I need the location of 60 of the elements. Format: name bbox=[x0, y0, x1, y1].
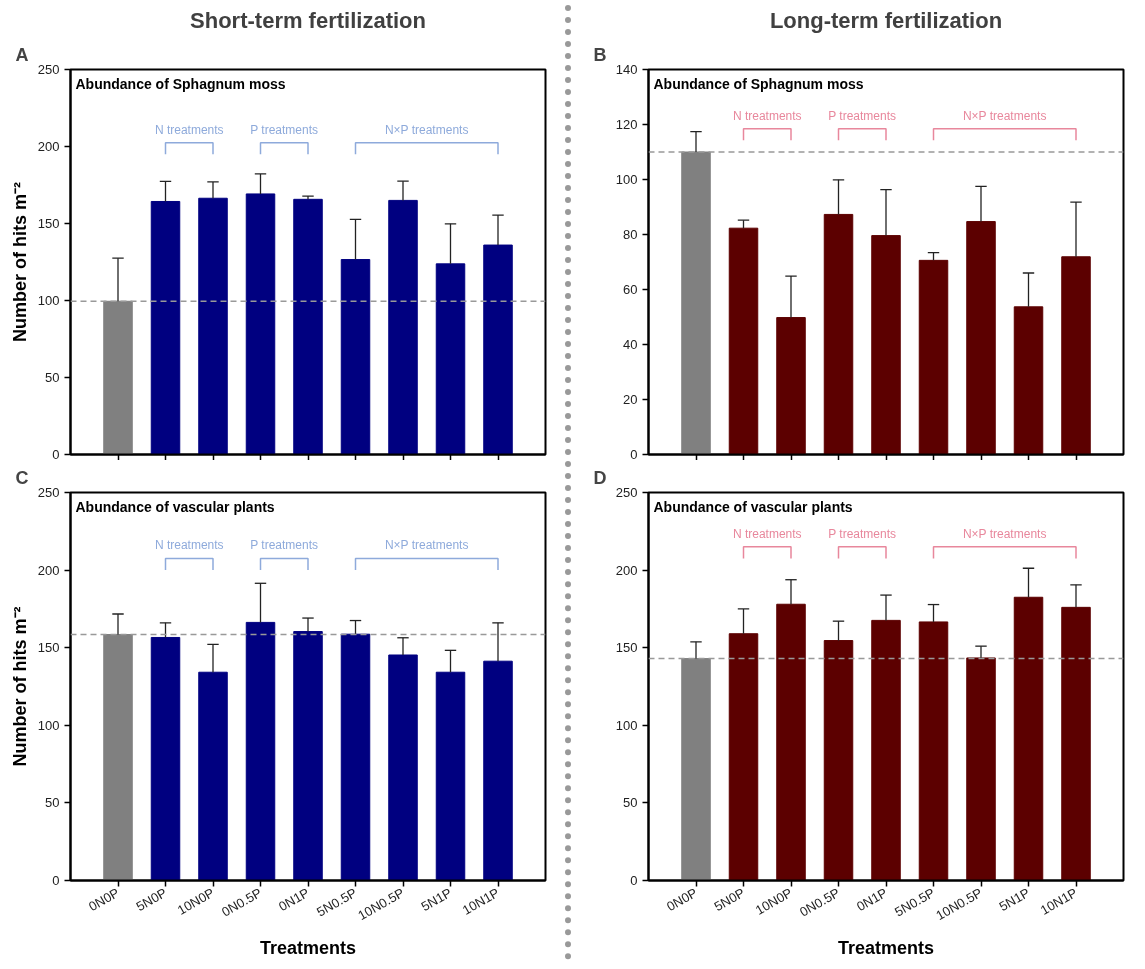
y-axis-title: Number of hits m⁻² bbox=[9, 606, 30, 767]
y-tick-label: 0 bbox=[52, 873, 60, 888]
annotation: N×P treatments bbox=[962, 526, 1047, 541]
y-tick-label: 140 bbox=[615, 62, 638, 77]
annotation: N treatments bbox=[154, 122, 224, 137]
annotation: N treatments bbox=[732, 526, 802, 541]
y-tick-label: 150 bbox=[37, 216, 60, 231]
annotation: N×P treatments bbox=[384, 122, 469, 137]
annotation: N×P treatments bbox=[962, 108, 1047, 123]
y-tick-label: 0 bbox=[630, 447, 638, 462]
x-tick-label: 5N1P bbox=[996, 884, 1033, 915]
text: D bbox=[593, 467, 607, 488]
y-tick-label: 250 bbox=[37, 62, 60, 77]
y-tick-label: 50 bbox=[45, 370, 60, 385]
annotation: P treatments bbox=[828, 526, 897, 541]
y-tick-label: 150 bbox=[615, 640, 638, 656]
x-tick-label: 0N1P bbox=[854, 884, 890, 915]
y-tick-label: 100 bbox=[615, 172, 638, 187]
chart-title: Long-term fertilization bbox=[769, 7, 1003, 33]
x-tick-label: 5N0P bbox=[711, 884, 748, 915]
text: C bbox=[15, 467, 29, 488]
y-axis-title: Number of hits m⁻² bbox=[9, 181, 30, 342]
chart-subtitle: Abundance of vascular plants bbox=[75, 498, 275, 515]
annotation: P treatments bbox=[250, 538, 319, 553]
y-tick-label: 40 bbox=[623, 337, 638, 352]
x-tick-label: 0N1P bbox=[276, 884, 312, 915]
y-tick-label: 150 bbox=[37, 640, 60, 656]
y-tick-label: 50 bbox=[623, 795, 638, 811]
y-tick-label: 100 bbox=[615, 717, 638, 733]
y-tick-label: 50 bbox=[45, 795, 60, 811]
x-tick-label: 5N0P bbox=[133, 884, 170, 915]
y-tick-label: 250 bbox=[37, 485, 60, 500]
chart-title: Short-term fertilization bbox=[190, 7, 426, 33]
x-axis-title: Treatments bbox=[259, 937, 357, 958]
y-tick-label: 200 bbox=[37, 139, 60, 154]
x-tick-label: 5N1P bbox=[418, 884, 455, 915]
annotation: P treatments bbox=[250, 122, 319, 137]
y-tick-label: 250 bbox=[615, 485, 638, 500]
x-tick-label: 0N0P bbox=[86, 884, 122, 915]
x-tick-label: 0N0P bbox=[664, 884, 700, 915]
text: B bbox=[593, 44, 607, 65]
y-tick-label: 0 bbox=[630, 873, 638, 888]
annotation: P treatments bbox=[828, 108, 897, 123]
y-tick-label: 120 bbox=[615, 117, 638, 132]
y-tick-label: 100 bbox=[37, 293, 60, 308]
annotation: N×P treatments bbox=[384, 538, 469, 553]
y-tick-label: 20 bbox=[623, 392, 638, 407]
y-tick-label: 200 bbox=[615, 562, 638, 578]
chart-subtitle: Abundance of Sphagnum moss bbox=[653, 75, 864, 92]
chart-subtitle: Abundance of vascular plants bbox=[653, 498, 853, 515]
annotation: N treatments bbox=[732, 108, 802, 123]
y-tick-label: 0 bbox=[52, 447, 60, 462]
y-tick-label: 200 bbox=[37, 562, 60, 578]
y-tick-label: 60 bbox=[623, 282, 638, 297]
annotation: N treatments bbox=[154, 538, 224, 553]
x-axis-title: Treatments bbox=[837, 937, 935, 958]
y-tick-label: 80 bbox=[623, 227, 638, 242]
y-tick-label: 100 bbox=[37, 717, 60, 733]
chart-subtitle: Abundance of Sphagnum moss bbox=[75, 75, 286, 92]
text: A bbox=[15, 44, 29, 65]
